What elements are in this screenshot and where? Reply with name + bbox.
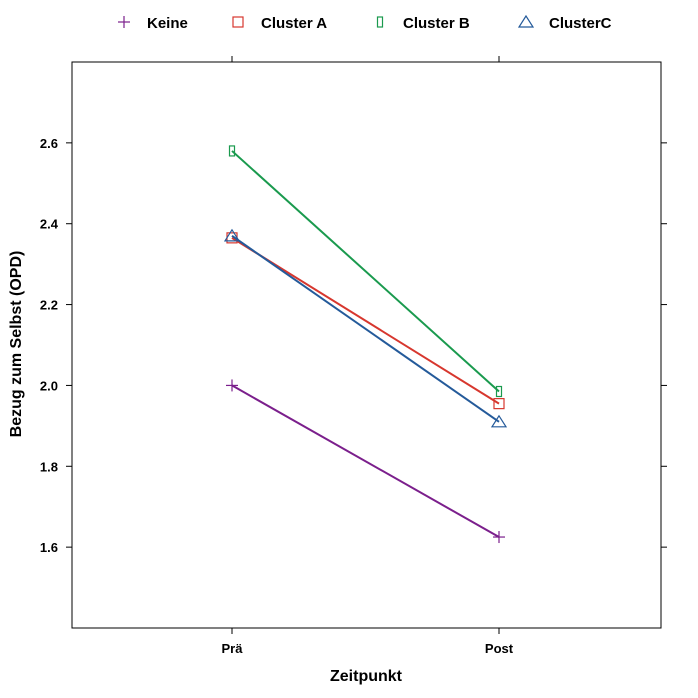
series-clusterc: [223, 228, 508, 428]
series-layer: [223, 145, 508, 544]
legend-label: ClusterC: [549, 15, 612, 32]
series-cluster-b: [228, 145, 503, 398]
legend-marker-clusterc: [517, 14, 535, 28]
legend-item-cluster-b: Cluster B: [376, 15, 470, 32]
legend-marker-cluster-a: [232, 16, 244, 28]
data-point-keine: [226, 379, 238, 392]
data-point-clusterc: [223, 228, 241, 242]
data-point-clusterc: [490, 414, 508, 428]
x-axis-title: Zeitpunkt: [330, 668, 403, 685]
legend-item-keine: Keine: [118, 15, 188, 32]
series-line-keine: [231, 384, 500, 538]
series-line-cluster-b: [231, 150, 500, 393]
series-line-clusterc: [231, 235, 500, 423]
legend: Keine Cluster A Cluster B ClusterC: [118, 14, 612, 32]
data-point-keine: [493, 531, 505, 544]
legend-label: Keine: [147, 15, 188, 32]
data-point-cluster-b: [228, 145, 236, 157]
series-line-cluster-a: [231, 237, 500, 405]
y-axis: 1.6 1.8 2.0 2.2 2.4 2.6: [40, 136, 667, 555]
x-tick-label: Post: [485, 641, 514, 656]
series-keine: [226, 379, 505, 544]
y-tick-label: 2.6: [40, 136, 58, 151]
data-point-cluster-b: [495, 385, 503, 398]
plot-frame: [71, 61, 662, 629]
y-tick-label: 1.8: [40, 459, 58, 474]
legend-marker-keine: [118, 16, 130, 28]
y-axis-title: Bezug zum Selbst (OPD): [8, 251, 25, 438]
series-cluster-a: [226, 232, 505, 410]
y-tick-label: 2.2: [40, 298, 58, 313]
legend-item-clusterc: ClusterC: [517, 14, 612, 32]
y-tick-label: 2.4: [40, 217, 59, 232]
legend-item-cluster-a: Cluster A: [232, 15, 327, 32]
legend-marker-cluster-b: [376, 16, 384, 28]
legend-label: Cluster A: [261, 15, 327, 32]
y-tick-label: 2.0: [40, 378, 58, 393]
x-tick-label: Prä: [222, 641, 244, 656]
legend-label: Cluster B: [403, 15, 470, 32]
x-axis: Prä Post: [222, 56, 514, 656]
data-point-cluster-a: [493, 398, 505, 410]
y-tick-label: 1.6: [40, 540, 58, 555]
